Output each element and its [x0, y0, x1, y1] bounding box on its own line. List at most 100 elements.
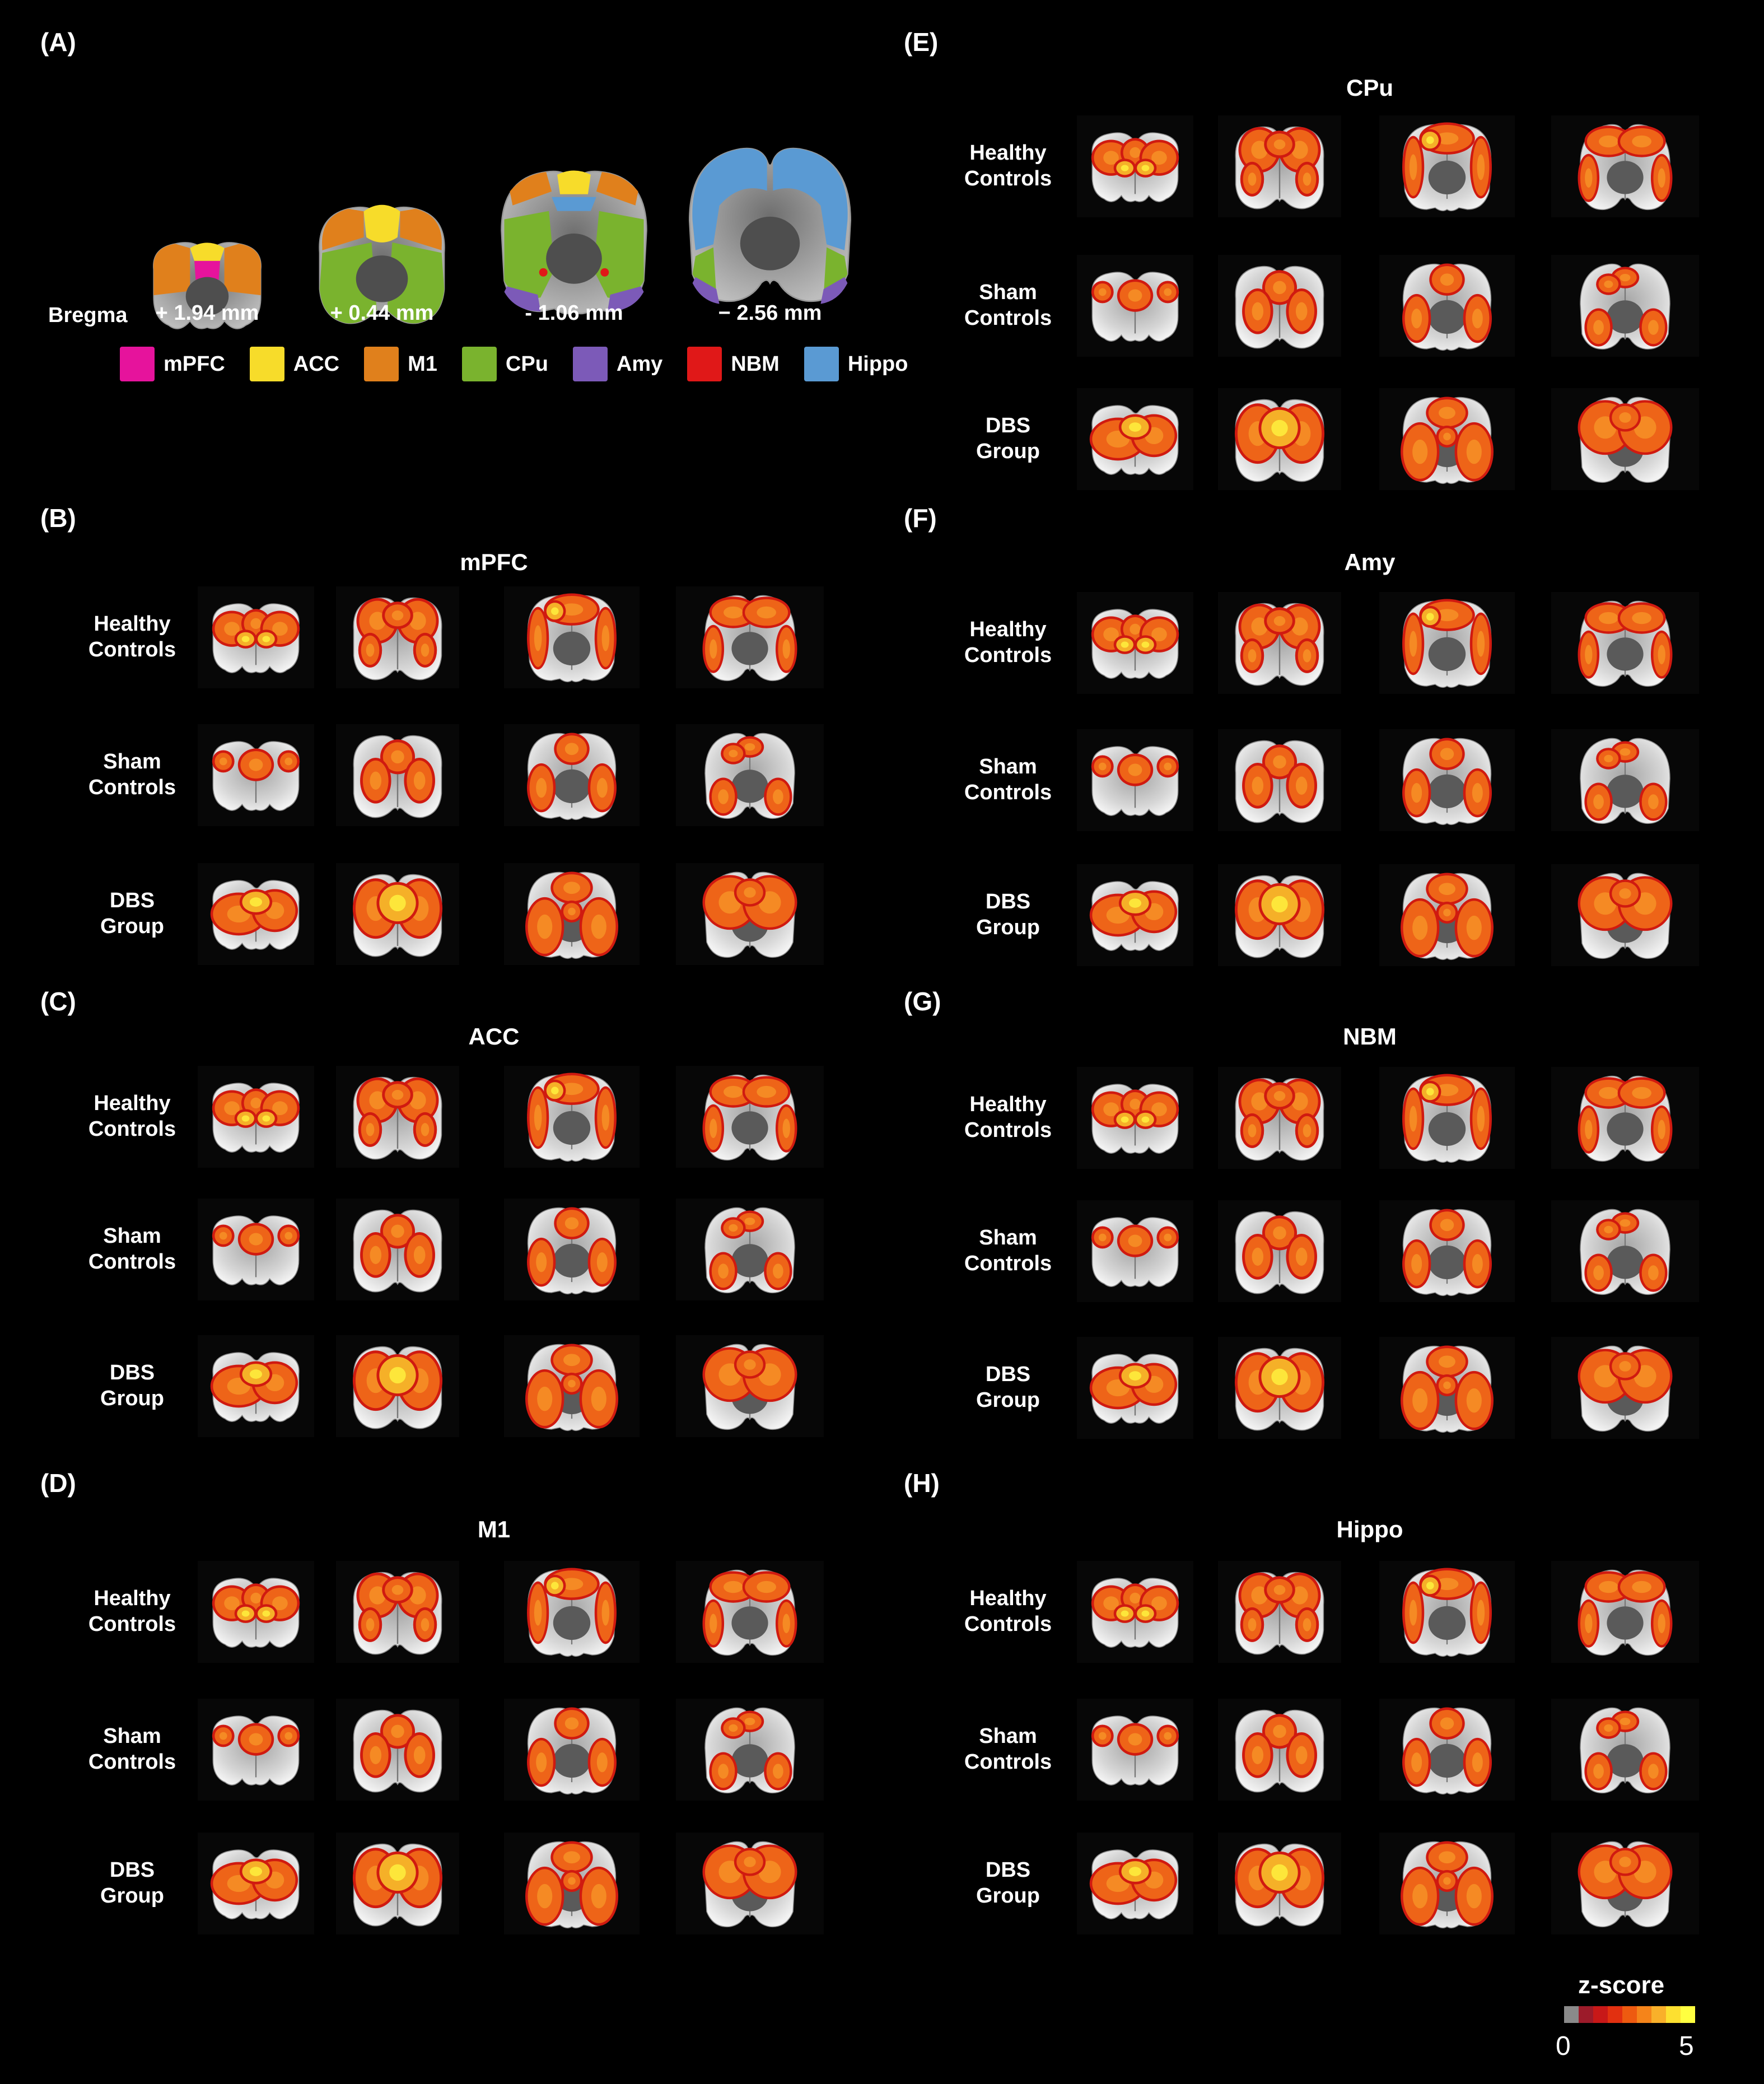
brain-slice-image: [1089, 1354, 1179, 1424]
activation-map: [1218, 1699, 1341, 1801]
activation-map: [198, 1066, 314, 1168]
panel-title: Hippo: [1336, 1516, 1403, 1542]
activation-map: [504, 1066, 640, 1168]
brain-slice-image: [1235, 1709, 1324, 1793]
colorbar-segment: [1593, 2006, 1608, 2023]
activation-map: [1077, 592, 1193, 694]
brain-slice-image: [525, 1344, 618, 1432]
legend-swatch: [804, 347, 839, 381]
legend-swatch: [120, 347, 155, 381]
activation-map: [1077, 1200, 1193, 1302]
activation-map: [336, 1335, 459, 1437]
bregma-slice-label: - 1.06 mm: [525, 301, 623, 325]
brain-slice-image: [1578, 1345, 1673, 1432]
brain-slice-image: [1234, 399, 1325, 482]
panel-title: ACC: [468, 1023, 520, 1050]
activation-map: [1077, 1337, 1193, 1439]
brain-slice-image: [702, 871, 797, 958]
brain-slice-image: [353, 735, 442, 818]
brain-slice-image: [1578, 873, 1673, 959]
brain-slice-image: [1402, 1209, 1492, 1297]
brain-slice-image: [210, 1849, 300, 1919]
panel-letter-a: (A): [40, 27, 76, 57]
activation-map: [1551, 729, 1699, 831]
activation-map: [1218, 1561, 1341, 1663]
atlas-brain-slice-2: [304, 198, 460, 328]
activation-map: [1379, 1699, 1515, 1801]
activation-map: [198, 724, 314, 826]
brain-slice-image: [527, 1707, 617, 1795]
brain-slice-image: [1401, 1841, 1494, 1929]
activation-map: [676, 1199, 824, 1300]
legend-swatch: [687, 347, 722, 381]
brain-slice-image: [525, 1841, 618, 1929]
activation-map: [1551, 864, 1699, 966]
brain-slice-image: [210, 1352, 300, 1422]
activation-map: [336, 1199, 459, 1300]
bregma-label: Bregma: [48, 304, 128, 327]
panel-letter: (D): [40, 1468, 76, 1498]
brain-slice-image: [1089, 881, 1179, 951]
group-label: Healthy Controls: [964, 1093, 1052, 1142]
brain-slice-image: [1235, 126, 1324, 209]
brain-slice-image: [1580, 1707, 1670, 1794]
activation-map: [1077, 1699, 1193, 1801]
brain-slice-image: [1235, 1078, 1324, 1161]
activation-map: [1551, 255, 1699, 357]
colorbar-segment: [1637, 2006, 1651, 2023]
brain-slice-image: [1091, 1217, 1179, 1287]
brain-slice-image: [1402, 599, 1492, 688]
region-legend: mPFC ACC M1 CPu Amy NBM Hippo: [120, 347, 908, 381]
activation-map: [1077, 1561, 1193, 1663]
group-label: DBS Group: [976, 414, 1040, 463]
brain-slice-image: [212, 1215, 300, 1285]
colorbar-segment: [1622, 2006, 1637, 2023]
brain-slice-image: [1091, 609, 1179, 679]
group-label: DBS Group: [976, 1858, 1040, 1908]
activation-map: [1218, 1067, 1341, 1169]
panel-letter: (G): [904, 987, 941, 1016]
legend-item: ACC: [249, 347, 339, 381]
group-label: DBS Group: [100, 889, 164, 938]
brain-slice-image: [1234, 875, 1325, 958]
brain-slice-image: [1402, 738, 1492, 826]
legend-label: NBM: [731, 352, 780, 376]
brain-slice-image: [1091, 1715, 1179, 1785]
activation-map: [676, 724, 824, 826]
legend-swatch: [461, 347, 497, 381]
activation-map: [1551, 1067, 1699, 1169]
brain-slice-image: [1091, 272, 1179, 342]
legend-label: Amy: [616, 352, 663, 376]
activation-map: [676, 1335, 824, 1437]
activation-map: [198, 863, 314, 965]
brain-slice-image: [527, 593, 617, 683]
activation-map: [336, 863, 459, 965]
panel-title: CPu: [1346, 74, 1393, 101]
brain-slice-image: [1580, 1209, 1670, 1295]
colorbar-min-label: 0: [1556, 2031, 1571, 2061]
panel-title: NBM: [1343, 1023, 1397, 1050]
activation-map: [504, 586, 640, 688]
activation-map: [676, 1699, 824, 1801]
legend-swatch: [249, 347, 284, 381]
activation-map: [1551, 388, 1699, 490]
brain-slice-image: [1091, 1084, 1179, 1154]
brain-slice-image: [1234, 1843, 1325, 1927]
colorbar-max-label: 5: [1679, 2031, 1694, 2061]
activation-map: [1218, 1200, 1341, 1302]
activation-map: [198, 1833, 314, 1934]
bregma-slice-label: + 0.44 mm: [330, 301, 434, 325]
activation-map: [198, 1199, 314, 1300]
activation-map: [504, 1699, 640, 1801]
brain-slice-image: [1089, 405, 1179, 475]
activation-map: [1218, 864, 1341, 966]
brain-slice-image: [1402, 122, 1492, 212]
colorbar: [1564, 2006, 1695, 2023]
activation-map: [1379, 1561, 1515, 1663]
group-label: Sham Controls: [964, 281, 1052, 330]
activation-map: [198, 1699, 314, 1801]
activation-map: [1077, 115, 1193, 217]
activation-map: [676, 1833, 824, 1934]
group-label: Sham Controls: [88, 750, 176, 799]
colorbar-title: z-score: [1578, 1971, 1665, 1999]
